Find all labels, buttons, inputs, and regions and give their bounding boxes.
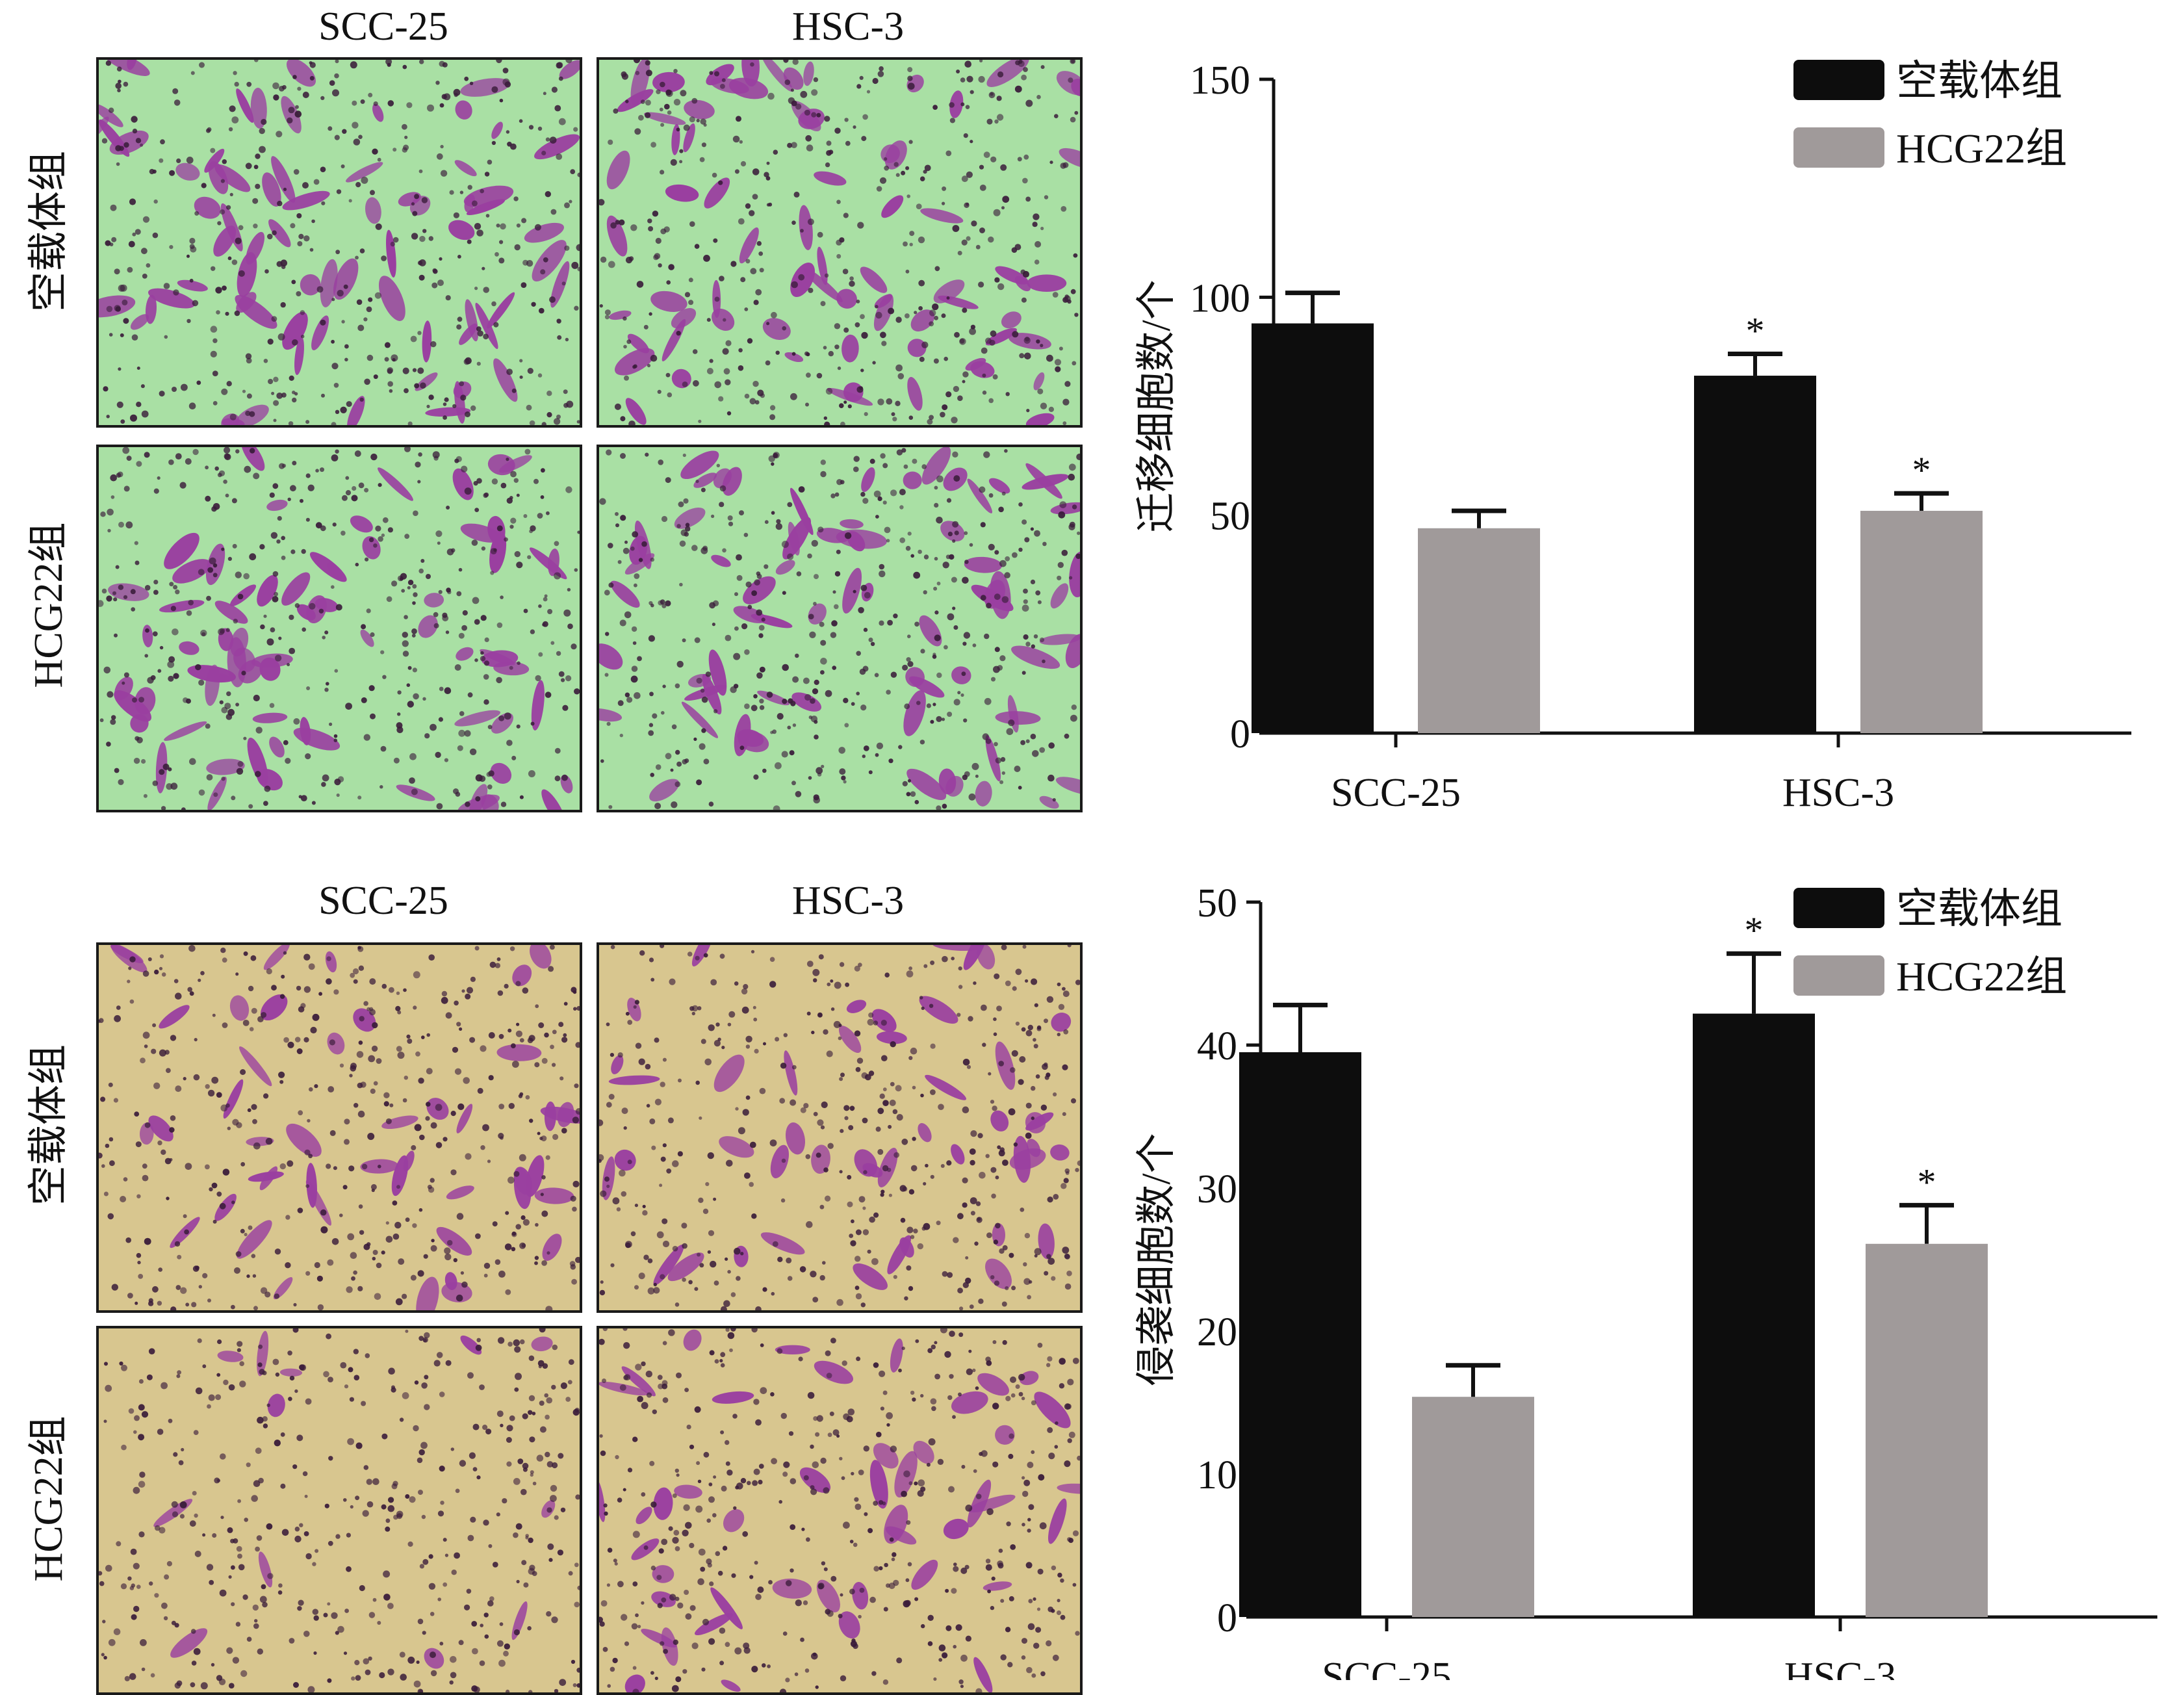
bar-hcg22-hsc-3 bbox=[1860, 510, 1983, 733]
x-tick-label: SCC-25 bbox=[1331, 771, 1461, 815]
bar-empty-vector-hsc-3 bbox=[1694, 376, 1816, 733]
x-tick-label: HSC-3 bbox=[1782, 771, 1894, 815]
bar-hcg22-scc-25 bbox=[1418, 528, 1540, 733]
row-label-hcg22-top: HCG22组 bbox=[27, 522, 71, 688]
bar-hcg22-scc-25 bbox=[1412, 1397, 1534, 1617]
significance-marker: * bbox=[1746, 310, 1765, 352]
y-tick-label: 150 bbox=[1190, 58, 1250, 103]
significance-marker: * bbox=[1918, 1161, 1936, 1203]
row-label-hcg22-bottom: HCG22组 bbox=[27, 1416, 71, 1582]
legend-swatch bbox=[1793, 955, 1884, 996]
micrograph-invasion-hsc3-empty bbox=[597, 942, 1083, 1313]
col-label-scc25-top: SCC-25 bbox=[318, 5, 448, 49]
micrograph-migration-hsc3-empty bbox=[597, 57, 1083, 428]
legend-swatch bbox=[1793, 60, 1884, 100]
micrograph-invasion-scc25-empty bbox=[96, 942, 582, 1313]
y-tick-label: 20 bbox=[1197, 1310, 1237, 1354]
y-tick-label: 50 bbox=[1197, 881, 1237, 925]
micrograph-migration-hsc3-hcg22 bbox=[597, 445, 1083, 812]
y-axis-label: 侵袭细胞数/个 bbox=[1135, 1133, 1179, 1386]
row-label-empty-top: 空载体组 bbox=[27, 151, 71, 313]
y-axis-label: 迁移细胞数/个 bbox=[1135, 279, 1179, 532]
micrograph-migration-scc25-hcg22 bbox=[96, 445, 582, 812]
micrograph-invasion-scc25-hcg22 bbox=[96, 1326, 582, 1695]
micrograph-invasion-hsc3-hcg22 bbox=[597, 1326, 1083, 1695]
micrograph-migration-scc25-empty bbox=[96, 57, 582, 428]
bar-hcg22-hsc-3 bbox=[1866, 1243, 1988, 1617]
col-label-hsc3-top: HSC-3 bbox=[791, 5, 905, 49]
y-tick-label: 0 bbox=[1230, 712, 1250, 757]
col-label-hsc3-bottom: HSC-3 bbox=[791, 879, 905, 923]
legend-swatch bbox=[1793, 127, 1884, 168]
bar-empty-vector-hsc-3 bbox=[1693, 1013, 1815, 1617]
row-label-empty-bottom: 空载体组 bbox=[27, 1044, 71, 1206]
y-tick-label: 40 bbox=[1197, 1024, 1237, 1068]
bar-empty-vector-scc-25 bbox=[1239, 1052, 1361, 1617]
significance-marker: * bbox=[1912, 449, 1931, 491]
x-tick-label: SCC-25 bbox=[1322, 1655, 1452, 1680]
legend-label: 空载体组 bbox=[1896, 886, 2062, 932]
y-tick-label: 50 bbox=[1210, 495, 1250, 539]
x-tick-label: HSC-3 bbox=[1784, 1655, 1896, 1680]
significance-marker: * bbox=[1745, 909, 1764, 951]
legend-label: 空载体组 bbox=[1896, 58, 2062, 104]
y-tick-label: 0 bbox=[1217, 1596, 1237, 1640]
bar-empty-vector-scc-25 bbox=[1252, 323, 1374, 733]
legend-label: HCG22组 bbox=[1896, 125, 2067, 172]
legend-swatch bbox=[1793, 888, 1884, 928]
y-tick-label: 10 bbox=[1197, 1453, 1237, 1497]
y-tick-label: 30 bbox=[1197, 1167, 1237, 1211]
migration-bar-chart: 0 50 100 150 迁移细胞数/个 SCC-25 HSC-3 * * 空载体组 HCG22组 bbox=[1135, 58, 2131, 815]
legend-label: HCG22组 bbox=[1896, 953, 2067, 1000]
invasion-bar-chart: 0 10 20 30 40 50 侵袭细胞数/个 SCC-25 HSC-3 * * 空载体组 HCG22… bbox=[1135, 881, 2157, 1680]
col-label-scc25-bottom: SCC-25 bbox=[318, 879, 448, 923]
y-tick-label: 100 bbox=[1190, 276, 1250, 320]
